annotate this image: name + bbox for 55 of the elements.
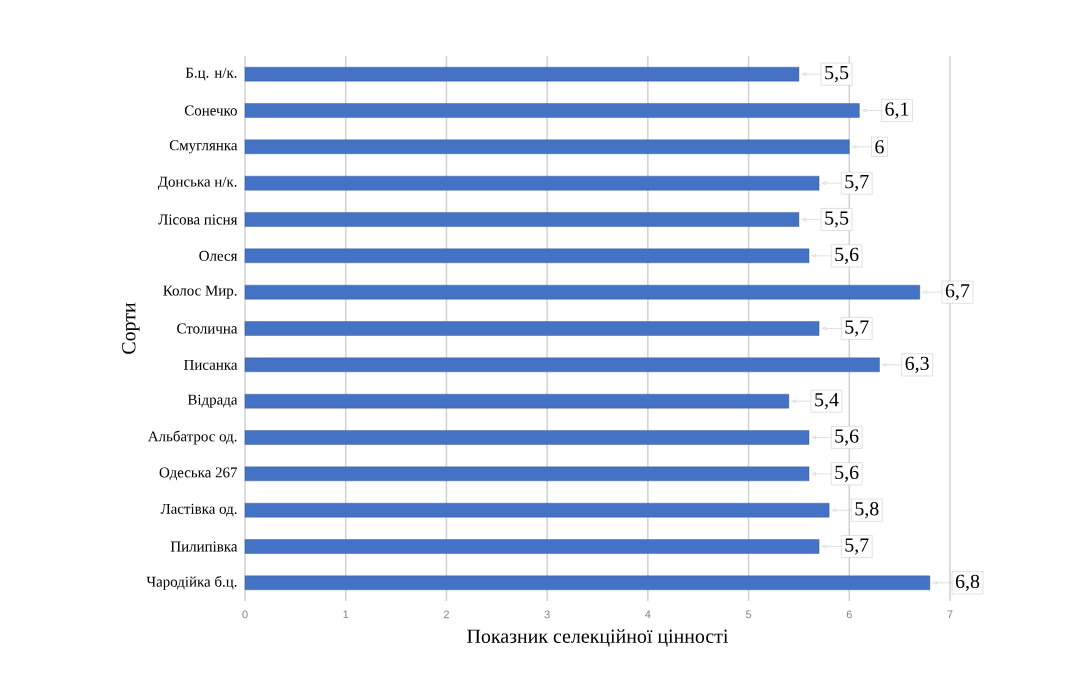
y-tick-label: Ластівка од.: [160, 503, 237, 517]
data-label: 6,3: [905, 356, 929, 373]
bar: [244, 430, 810, 445]
bar: [244, 393, 790, 409]
x-tick-label: 3: [544, 610, 550, 619]
y-tick-label: Б.ц. н/к.: [185, 67, 237, 81]
y-tick-label: Лісова пісня: [158, 214, 238, 225]
y-tick-label: Пилипівка: [170, 541, 238, 552]
bar: [244, 502, 830, 518]
bar: [244, 175, 820, 191]
data-label: 5,7: [845, 175, 869, 192]
x-tick-label: 2: [443, 610, 449, 619]
bar: [244, 575, 931, 591]
y-tick-label: Олеся: [199, 250, 238, 261]
y-tick-label: Альбатрос од.: [147, 430, 237, 445]
bar: [244, 248, 810, 264]
data-label: 5,7: [845, 538, 869, 555]
x-axis-title: Показник селекційної цінності: [467, 629, 729, 647]
x-tick-label: 6: [846, 610, 852, 619]
y-axis-title: Сорти: [122, 302, 140, 354]
bar: [244, 212, 800, 227]
data-label: 6,7: [945, 284, 970, 301]
y-tick-label: Писанка: [184, 359, 238, 370]
y-tick-label: Донська н/к.: [157, 176, 237, 190]
bar: [244, 103, 860, 118]
y-tick-label: Сонечко: [184, 105, 237, 116]
bar: [244, 466, 810, 482]
y-tick-label: Смуглянка: [169, 140, 238, 154]
data-label: 5,8: [855, 502, 879, 519]
bar: [244, 357, 880, 373]
x-tick-label: 5: [745, 610, 752, 619]
data-label: 6: [875, 140, 884, 154]
y-tick-label: Відрада: [187, 394, 238, 408]
x-tick-label: 4: [645, 610, 651, 619]
x-tick-label: 7: [947, 610, 953, 619]
y-tick-label: Столична: [177, 323, 238, 334]
data-label: 5,4: [815, 393, 839, 410]
bar: [244, 66, 800, 82]
data-label: 5,6: [835, 465, 859, 482]
bar: [244, 139, 850, 155]
y-tick-label: Колос Мир.: [163, 285, 237, 299]
bar: [244, 539, 820, 554]
y-tick-label: Чародійка б.ц.: [146, 575, 237, 590]
data-label: 5,7: [845, 320, 869, 337]
data-label: 5,5: [825, 211, 849, 228]
data-label: 6,1: [885, 102, 909, 119]
x-tick-label: 1: [343, 610, 349, 619]
bar: [244, 321, 820, 336]
x-tick-label: 0: [242, 610, 248, 619]
data-label: 6,8: [955, 574, 980, 591]
y-tick-label: Одеська 267: [159, 467, 238, 481]
data-label: 5,5: [825, 66, 849, 83]
data-label: 5,6: [835, 247, 859, 264]
bar: [244, 284, 920, 300]
data-label: 5,6: [835, 429, 859, 446]
